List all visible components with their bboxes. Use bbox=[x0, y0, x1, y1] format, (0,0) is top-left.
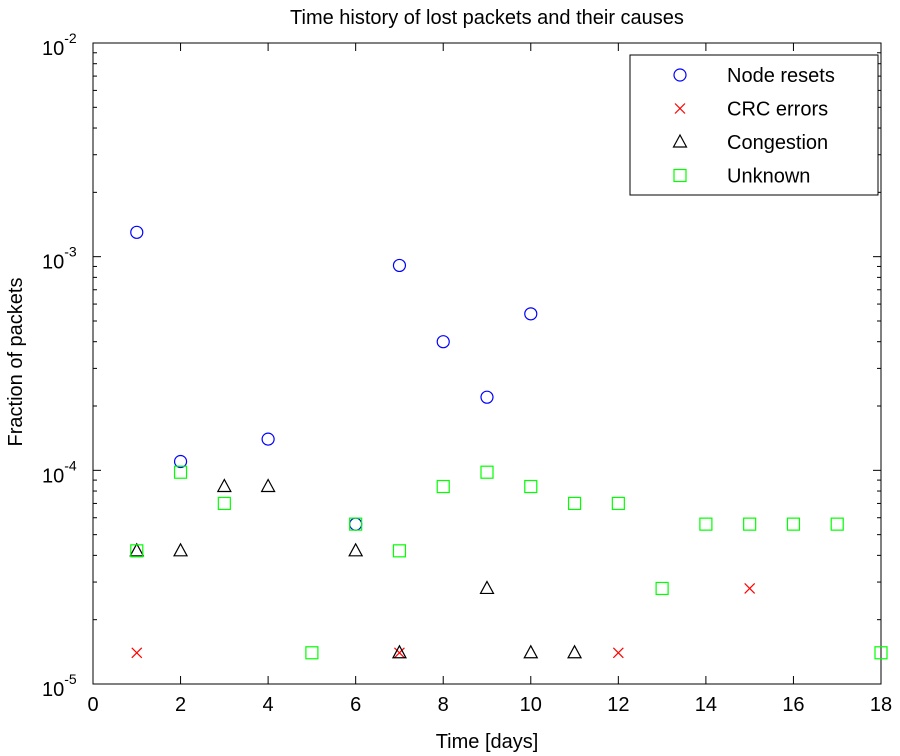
marker-stroke bbox=[612, 647, 624, 659]
y-tick-label: 10-3 bbox=[42, 244, 77, 274]
data-point bbox=[260, 478, 276, 493]
data-point bbox=[349, 517, 363, 531]
y-tick-label: 10-4 bbox=[42, 457, 77, 487]
data-point bbox=[611, 496, 625, 511]
data-point bbox=[173, 542, 189, 557]
legend-marker bbox=[673, 68, 687, 82]
data-point bbox=[173, 465, 188, 479]
data-point bbox=[699, 517, 713, 531]
y-tick-label: 10-5 bbox=[42, 671, 77, 701]
data-point bbox=[392, 544, 407, 558]
data-point bbox=[130, 544, 144, 558]
data-point bbox=[830, 517, 844, 531]
series-congestion bbox=[129, 478, 583, 659]
legend-marker bbox=[672, 133, 688, 148]
legend-box bbox=[629, 54, 879, 196]
data-point bbox=[524, 479, 538, 494]
x-tick-label: 2 bbox=[175, 694, 186, 716]
data-point bbox=[173, 454, 188, 469]
data-point bbox=[524, 307, 538, 321]
data-point bbox=[612, 647, 624, 659]
data-point bbox=[130, 225, 144, 239]
x-tick-label: 12 bbox=[607, 694, 629, 716]
series-unknown bbox=[130, 465, 888, 660]
series-crc-errors bbox=[131, 583, 756, 659]
legend-label: CRC errors bbox=[727, 99, 828, 121]
x-tick-label: 8 bbox=[438, 694, 449, 716]
data-point bbox=[480, 390, 494, 404]
legend-marker bbox=[673, 168, 687, 183]
legend: Node resets CRC errors Congestion Unknown bbox=[629, 54, 879, 196]
legend-marker bbox=[674, 103, 686, 114]
data-point bbox=[216, 478, 232, 493]
data-point bbox=[479, 580, 495, 595]
data-point bbox=[523, 644, 539, 659]
marker-stroke bbox=[131, 647, 143, 659]
data-point bbox=[655, 581, 669, 596]
data-point bbox=[436, 479, 450, 494]
data-point bbox=[391, 644, 407, 659]
data-point bbox=[129, 542, 145, 557]
chart-title: Time history of lost packets and their c… bbox=[290, 7, 684, 29]
data-point bbox=[567, 496, 582, 511]
x-axis-label: Time [days] bbox=[436, 731, 539, 753]
x-tick-label: 4 bbox=[263, 694, 274, 716]
data-point bbox=[217, 496, 231, 511]
x-tick-label: 14 bbox=[695, 694, 717, 716]
data-point bbox=[261, 432, 275, 446]
data-point bbox=[480, 465, 494, 479]
marker-stroke bbox=[394, 647, 405, 659]
y-axis-label: Fraction of packets bbox=[5, 278, 27, 447]
x-tick-label: 16 bbox=[782, 694, 804, 716]
x-tick-label: 18 bbox=[870, 694, 892, 716]
legend-label: Node resets bbox=[727, 65, 835, 87]
legend-label: Unknown bbox=[727, 166, 810, 188]
data-point bbox=[874, 646, 888, 660]
data-point bbox=[786, 517, 801, 531]
data-point bbox=[743, 517, 757, 531]
x-tick-label: 6 bbox=[350, 694, 361, 716]
axes-box bbox=[92, 42, 882, 685]
data-point bbox=[567, 644, 583, 659]
data-point bbox=[392, 258, 407, 273]
plot-area: 0 2 4 6 8 10 12 14 16 18 10-5 10-4 10-3 10-2 bbox=[42, 30, 892, 716]
data-point bbox=[348, 542, 364, 557]
marker-stroke bbox=[674, 103, 686, 114]
data-point bbox=[394, 647, 405, 659]
legend-label: Congestion bbox=[727, 132, 828, 154]
x-tick-label: 0 bbox=[87, 694, 98, 716]
data-point bbox=[131, 647, 143, 659]
data-point bbox=[305, 646, 319, 660]
y-tick-label: 10-2 bbox=[42, 30, 77, 60]
x-tick-label: 10 bbox=[520, 694, 542, 716]
data-point bbox=[436, 335, 450, 349]
data-point bbox=[744, 583, 756, 594]
marker-stroke bbox=[744, 583, 756, 594]
